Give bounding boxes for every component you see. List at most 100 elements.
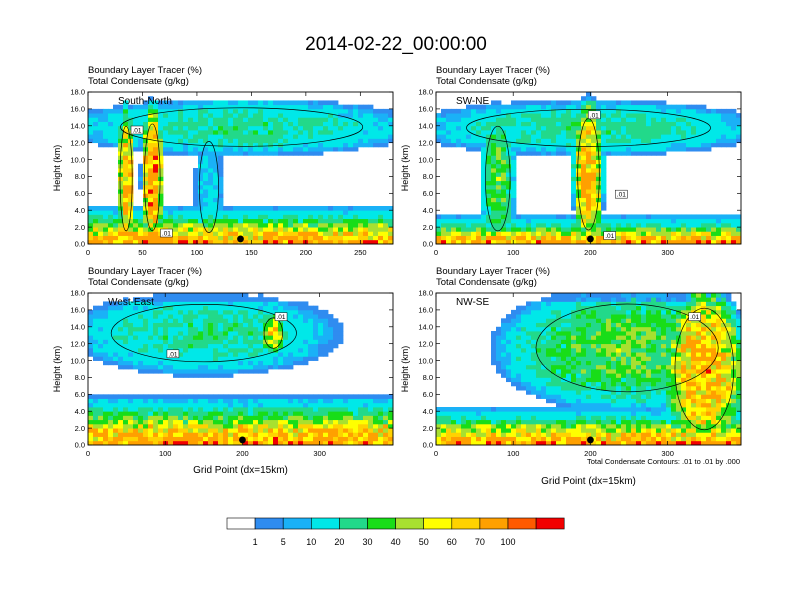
heatmap-cell (188, 369, 194, 374)
heatmap-cell (288, 117, 294, 122)
heatmap-cell (93, 440, 99, 446)
heatmap-cell (228, 206, 234, 211)
heatmap-cell (451, 419, 457, 425)
heatmap-cell (551, 385, 557, 391)
heatmap-cell (93, 227, 99, 232)
heatmap-cell (128, 189, 134, 194)
heatmap-cell (138, 440, 144, 446)
heatmap-cell (481, 235, 487, 241)
heatmap-cell (213, 322, 219, 328)
heatmap-cell (88, 113, 94, 118)
heatmap-cell (671, 235, 677, 241)
heatmap-cell (571, 146, 577, 152)
heatmap-cell (656, 130, 662, 135)
heatmap-cell (88, 394, 94, 399)
heatmap-cell (143, 305, 149, 311)
heatmap-cell (456, 117, 462, 122)
heatmap-cell (686, 125, 692, 131)
heatmap-cell (288, 318, 294, 323)
heatmap-cell (173, 218, 179, 224)
heatmap-cell (581, 180, 587, 186)
heatmap-cell (541, 134, 547, 139)
heatmap-cell (218, 222, 224, 228)
heatmap-cell (133, 235, 139, 241)
heatmap-cell (143, 394, 149, 399)
heatmap-cell (696, 218, 702, 224)
heatmap-cell (218, 394, 224, 399)
heatmap-cell (223, 347, 229, 353)
heatmap-cell (208, 159, 214, 165)
heatmap-cell (551, 381, 557, 387)
heatmap-cell (363, 415, 369, 421)
heatmap-cell (308, 235, 314, 241)
heatmap-cell (93, 210, 99, 215)
heatmap-cell (163, 210, 169, 215)
heatmap-cell (128, 176, 134, 182)
heatmap-cell (143, 297, 149, 302)
heatmap-cell (128, 235, 134, 241)
heatmap-cell (716, 113, 722, 118)
heatmap-cell (118, 159, 124, 165)
heatmap-cell (113, 104, 119, 110)
heatmap-cell (143, 436, 149, 442)
heatmap-cell (333, 419, 339, 425)
heatmap-cell (88, 314, 94, 319)
heatmap-cell (218, 176, 224, 182)
heatmap-cell (193, 108, 199, 114)
heatmap-cell (253, 352, 259, 357)
heatmap-cell (571, 180, 577, 186)
heatmap-cell (208, 172, 214, 177)
heatmap-cell (178, 339, 184, 345)
heatmap-cell (248, 436, 254, 442)
heatmap-cell (98, 343, 104, 349)
heatmap-cell (258, 407, 264, 412)
heatmap-cell (313, 130, 319, 135)
heatmap-cell (526, 415, 532, 421)
heatmap-cell (198, 428, 204, 433)
heatmap-cell (108, 394, 114, 399)
heatmap-cell (263, 335, 269, 340)
heatmap-cell (531, 117, 537, 122)
heatmap-cell (323, 394, 329, 399)
heatmap-cell (348, 218, 354, 224)
heatmap-cell (228, 419, 234, 425)
heatmap-cell (123, 214, 129, 220)
heatmap-cell (233, 113, 239, 118)
heatmap-cell (491, 100, 497, 106)
heatmap-cell (273, 352, 279, 357)
heatmap-cell (606, 142, 612, 148)
heatmap-cell (228, 301, 234, 307)
heatmap-cell (308, 428, 314, 433)
heatmap-cell (581, 197, 587, 203)
heatmap-cell (368, 398, 374, 404)
heatmap-cell (228, 352, 234, 357)
heatmap-cell (506, 125, 512, 131)
heatmap-cell (308, 440, 314, 446)
heatmap-cell (208, 339, 214, 345)
heatmap-cell (188, 134, 194, 139)
heatmap-cell (198, 138, 204, 144)
heatmap-cell (368, 419, 374, 425)
heatmap-cell (476, 125, 482, 131)
heatmap-cell (168, 402, 174, 408)
heatmap-cell (123, 138, 129, 144)
heatmap-cell (273, 142, 279, 148)
heatmap-cell (338, 398, 344, 404)
heatmap-cell (531, 227, 537, 232)
heatmap-cell (208, 125, 214, 131)
heatmap-cell (363, 125, 369, 131)
heatmap-cell (631, 151, 637, 156)
heatmap-cell (303, 440, 309, 446)
heatmap-cell (258, 239, 264, 245)
heatmap-cell (223, 293, 229, 298)
x-tick-label: 100 (159, 449, 172, 458)
heatmap-cell (158, 335, 164, 340)
heatmap-cell (198, 419, 204, 425)
heatmap-cell (586, 218, 592, 224)
heatmap-cell (531, 134, 537, 139)
heatmap-cell (203, 436, 209, 442)
heatmap-cell (501, 239, 507, 245)
heatmap-cell (596, 117, 602, 122)
heatmap-cell (298, 301, 304, 307)
heatmap-cell (328, 402, 334, 408)
